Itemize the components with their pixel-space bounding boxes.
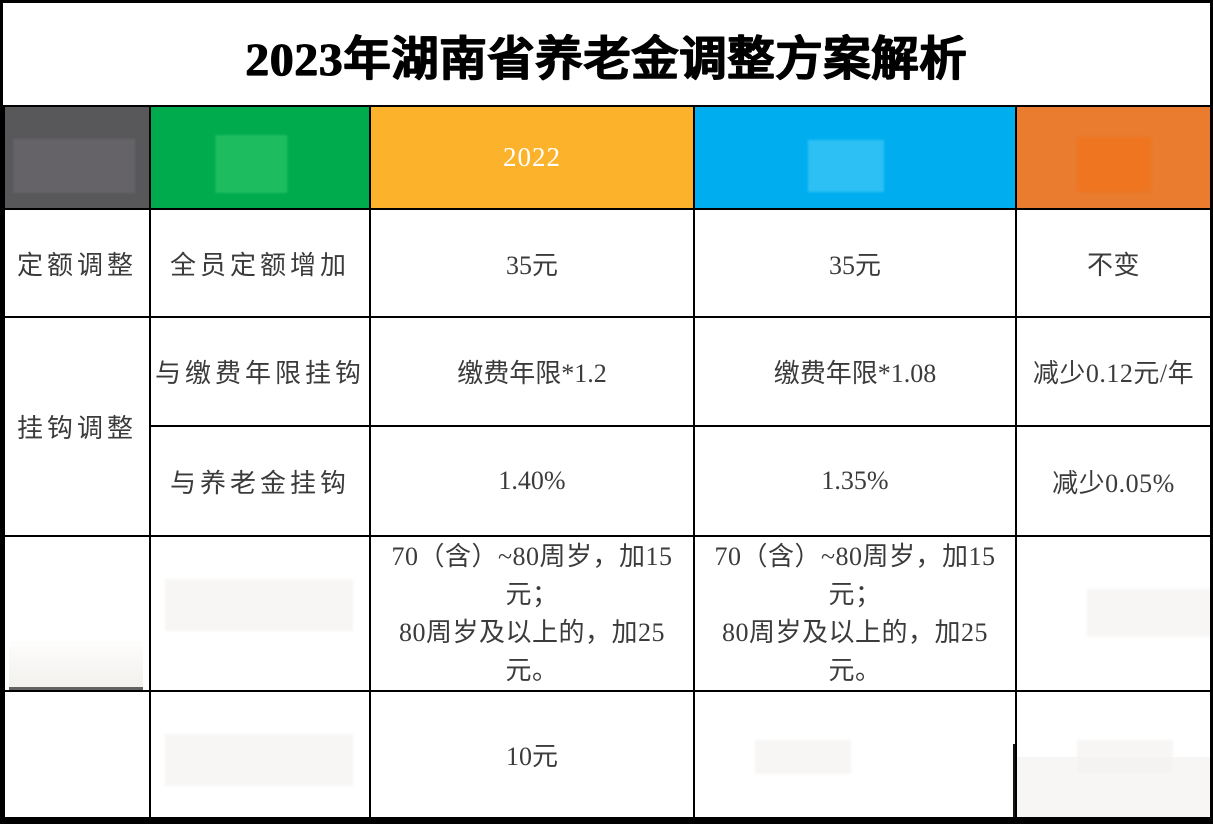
cell-category-fixed: 定额调整: [3, 208, 151, 318]
border-smudge: [1013, 744, 1014, 816]
cell-method-years: 与缴费年限挂钩: [149, 316, 371, 427]
cell-method-age: [149, 535, 371, 692]
header-cell-category: [3, 105, 151, 210]
row-other: 10元: [3, 690, 1210, 817]
cell-category-other: [3, 690, 151, 817]
year-2022-label: 2022: [503, 142, 561, 172]
cell-2022-pension: 1.40%: [369, 425, 695, 537]
cell-2022-age: 70（含）~80周岁，加15元； 80周岁及以上的，加25元。: [369, 535, 695, 692]
redacted-header-label: [807, 140, 884, 192]
cell-change-years: 减少0.12元/年: [1015, 316, 1210, 427]
redacted-region: [1087, 589, 1209, 637]
cell-category-age: [3, 535, 151, 692]
header-cell-2023: [693, 105, 1017, 210]
redacted-region: [1077, 740, 1173, 774]
cell-change-pension: 减少0.05%: [1015, 425, 1210, 537]
row-age-tilt: 70（含）~80周岁，加15元； 80周岁及以上的，加25元。 70（含）~80…: [3, 535, 1210, 692]
cell-2022-other: 10元: [369, 690, 695, 817]
age-rule-line1: 70（含）~80周岁，加15元；: [714, 541, 996, 609]
row-hook-years: 挂钩调整 与缴费年限挂钩 缴费年限*1.2 缴费年限*1.08 减少0.12元/…: [3, 316, 1210, 537]
title-band: 2023年湖南省养老金调整方案解析: [3, 3, 1210, 105]
pension-adjustment-table: 2022 定额调整 全员定额增加 35元 35元 不变 挂钩调整 与缴费年限挂钩…: [3, 105, 1210, 817]
header-cell-change: [1015, 105, 1210, 210]
cell-2023-pension: 1.35%: [693, 425, 1017, 537]
cell-category-hook: 挂钩调整: [3, 316, 151, 537]
row-fixed-adjustment: 定额调整 全员定额增加 35元 35元 不变: [3, 208, 1210, 318]
page-title: 2023年湖南省养老金调整方案解析: [245, 33, 968, 86]
redacted-region: [1018, 757, 1209, 816]
age-rule-line1: 70（含）~80周岁，加15元；: [391, 541, 673, 609]
cell-method-fixed: 全员定额增加: [149, 208, 371, 318]
header-cell-method: [149, 105, 371, 210]
cell-2023-age: 70（含）~80周岁，加15元； 80周岁及以上的，加25元。: [693, 535, 1017, 692]
header-row: 2022: [3, 105, 1210, 210]
redacted-header-label: [13, 139, 135, 193]
redacted-region: [9, 641, 143, 689]
cell-2023-years: 缴费年限*1.08: [693, 316, 1017, 427]
cell-2023-fixed: 35元: [693, 208, 1017, 318]
cell-2022-fixed: 35元: [369, 208, 695, 318]
cell-change-fixed: 不变: [1015, 208, 1210, 318]
cell-change-age: [1015, 535, 1210, 692]
redacted-region: [755, 740, 851, 774]
cell-method-pension: 与养老金挂钩: [149, 425, 371, 537]
redacted-region: [165, 734, 353, 786]
redacted-header-label: [215, 135, 288, 193]
age-rule-line2: 80周岁及以上的，加25元。: [398, 617, 665, 685]
header-cell-2022: 2022: [369, 105, 695, 210]
age-rule-line2: 80周岁及以上的，加25元。: [721, 617, 988, 685]
redacted-header-label: [1076, 137, 1151, 192]
redacted-region: [165, 579, 353, 631]
cell-method-other: [149, 690, 371, 817]
cell-2023-other: [693, 690, 1017, 817]
cell-2022-years: 缴费年限*1.2: [369, 316, 695, 427]
row-hook-pension: 与养老金挂钩 1.40% 1.35% 减少0.05%: [4, 425, 1210, 537]
cell-change-other: [1015, 690, 1210, 817]
